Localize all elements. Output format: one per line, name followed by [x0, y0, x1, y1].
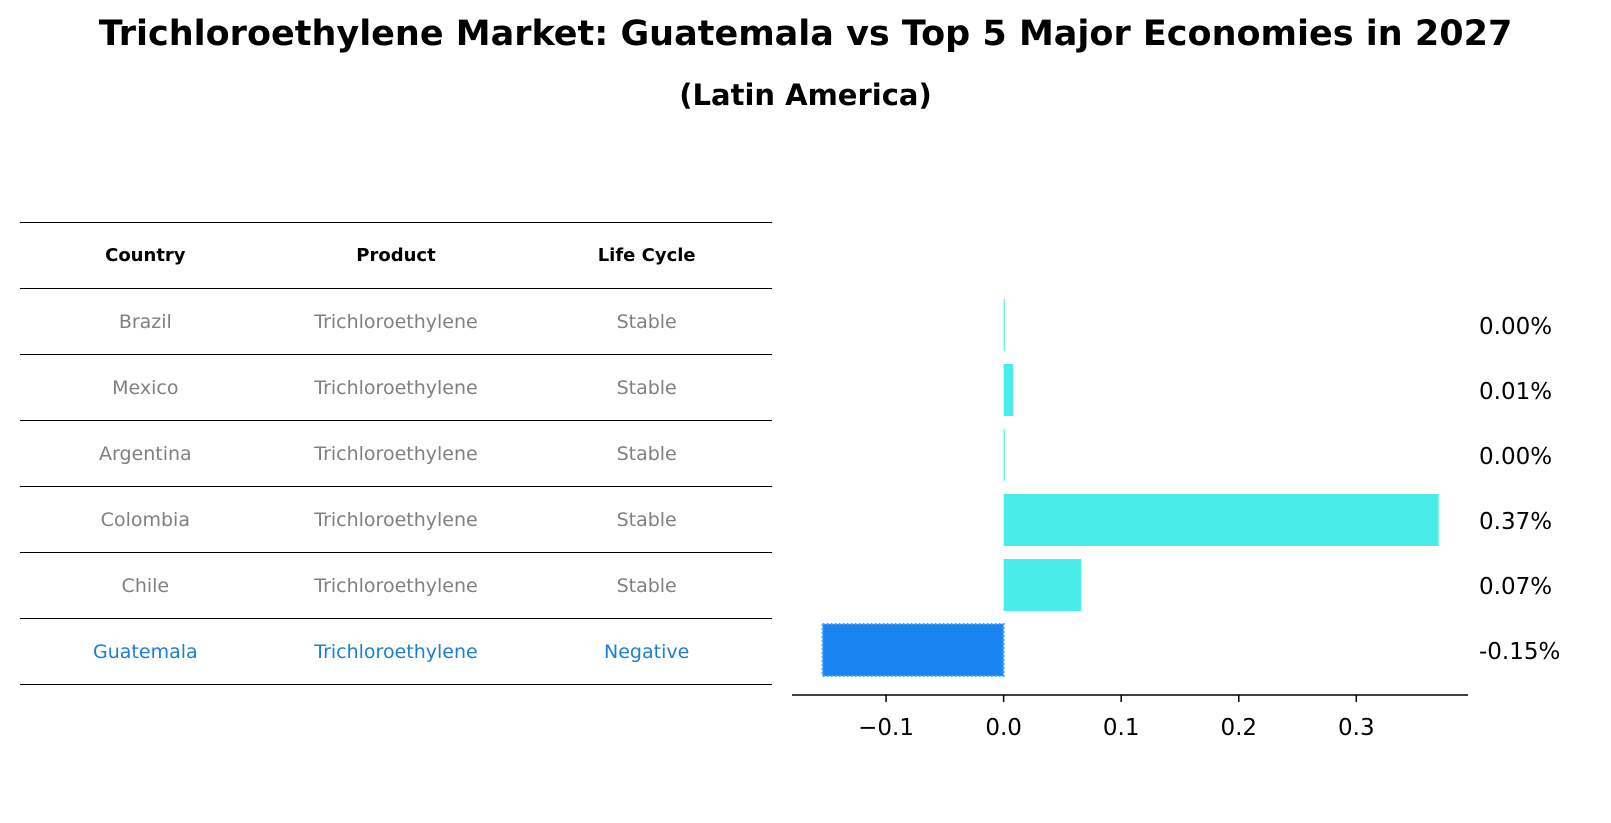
header-country: Country	[20, 222, 271, 289]
cell-life-cycle: Stable	[521, 420, 772, 487]
cell-country: Guatemala	[20, 618, 271, 685]
x-tick-label: 0.0	[985, 715, 1022, 741]
chart-subtitle: (Latin America)	[679, 78, 932, 112]
cell-product: Trichloroethylene	[270, 552, 522, 619]
table-row: Mexico Trichloroethylene Stable	[20, 354, 772, 421]
bar-mexico	[1003, 364, 1014, 416]
value-label: 0.00%	[1479, 314, 1552, 340]
chart-title: Trichloroethylene Market: Guatemala vs T…	[98, 14, 1513, 54]
table-row: Chile Trichloroethylene Stable	[20, 552, 772, 619]
table-header-row: Country Product Life Cycle	[20, 222, 772, 289]
value-label: 0.00%	[1479, 444, 1552, 470]
cell-country: Chile	[20, 552, 271, 619]
table-row: Brazil Trichloroethylene Stable	[20, 288, 772, 355]
cell-life-cycle: Stable	[521, 552, 772, 619]
table-row: Argentina Trichloroethylene Stable	[20, 420, 772, 487]
bar-guatemala	[821, 623, 1005, 677]
cell-life-cycle: Negative	[521, 618, 772, 685]
bar-argentina	[1003, 429, 1005, 481]
header-product: Product	[270, 222, 522, 289]
header-life-cycle: Life Cycle	[521, 222, 772, 289]
cell-life-cycle: Stable	[521, 288, 772, 355]
cell-country: Brazil	[20, 288, 271, 355]
cell-country: Colombia	[20, 486, 271, 553]
value-label: 0.07%	[1479, 574, 1552, 600]
cell-product: Trichloroethylene	[270, 354, 522, 421]
value-label: -0.15%	[1479, 639, 1560, 665]
cell-product: Trichloroethylene	[270, 288, 522, 355]
cell-product: Trichloroethylene	[270, 420, 522, 487]
cell-product: Trichloroethylene	[270, 486, 522, 553]
bar-chile	[1003, 559, 1082, 611]
cell-life-cycle: Stable	[521, 354, 772, 421]
table-row: Colombia Trichloroethylene Stable	[20, 486, 772, 553]
cell-country: Argentina	[20, 420, 271, 487]
x-tick-label: −0.1	[858, 715, 914, 741]
bar-colombia	[1003, 494, 1439, 546]
bar-brazil	[1003, 299, 1005, 351]
value-label: 0.01%	[1479, 379, 1552, 405]
x-tick-label: 0.3	[1338, 715, 1375, 741]
x-tick-label: 0.2	[1220, 715, 1257, 741]
country-table: Country Product Life Cycle Brazil Trichl…	[20, 222, 772, 685]
cell-country: Mexico	[20, 354, 271, 421]
value-label: 0.37%	[1479, 509, 1552, 535]
x-tick-label: 0.1	[1103, 715, 1140, 741]
table-row-highlight: Guatemala Trichloroethylene Negative	[20, 618, 772, 685]
cell-product: Trichloroethylene	[270, 618, 522, 685]
cell-life-cycle: Stable	[521, 486, 772, 553]
